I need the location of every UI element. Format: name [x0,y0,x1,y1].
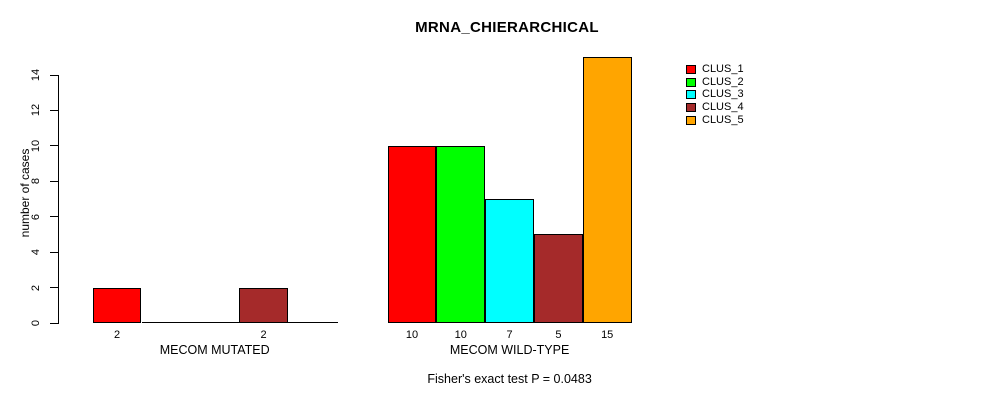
x-axis-label-mecom-mutated: MECOM MUTATED [159,343,270,357]
bar-clus-1-mecom-wild-type [387,145,437,323]
bar-value-label-clus-2-mecom-wild-type: 10 [454,329,467,341]
x-axis-label-mecom-wild-type: MECOM WILD-TYPE [449,343,570,357]
zero-bar-clus-2-mecom-mutated [141,322,192,323]
y-axis-tick-label-12: 12 [30,104,42,117]
legend-label-clus-4: CLUS_4 [702,101,744,114]
y-axis-label: number of cases [18,148,32,238]
y-axis-tick-10 [50,145,58,147]
bar-value-label-clus-3-mecom-wild-type: 7 [506,329,513,341]
y-axis-line [58,74,59,324]
bar-clus-4-mecom-wild-type [534,234,583,323]
chart-title: MRNA_CHIERARCHICAL [415,19,599,36]
bar-value-label-clus-1-mecom-wild-type: 10 [405,329,419,341]
legend-row-clus-3: CLUS_3 [686,89,744,102]
bar-value-label-clus-1-mecom-mutated: 2 [114,329,121,341]
legend: CLUS_1 CLUS_2 CLUS_3 CLUS_4 CLUS_5 [686,63,744,127]
y-axis-tick-0 [50,322,58,324]
y-axis-tick-2 [50,287,58,289]
legend-label-clus-2: CLUS_2 [702,75,744,88]
y-axis-tick-label-0: 0 [30,319,42,327]
bar-clus-1-mecom-mutated [92,287,142,323]
y-axis-tick-label-14: 14 [30,68,42,82]
y-axis-tick-14 [50,74,58,76]
legend-row-clus-5: CLUS_5 [686,114,744,127]
legend-swatch-clus-1 [686,64,696,74]
bar-clus-3-mecom-wild-type [485,199,534,323]
bar-value-label-clus-4-mecom-wild-type: 5 [555,329,562,341]
bar-clus-4-mecom-mutated [239,287,288,323]
y-axis-tick-8 [50,180,58,182]
y-axis-tick-label-4: 4 [30,249,42,256]
y-axis-tick-label-2: 2 [30,284,42,291]
y-axis-tick-4 [50,251,58,253]
y-axis-tick-6 [50,216,58,218]
y-axis-tick-12 [50,109,58,111]
legend-label-clus-1: CLUS_1 [702,62,744,75]
y-axis-tick-label-10: 10 [30,139,42,152]
legend-swatch-clus-5 [686,115,696,125]
bar-value-label-clus-5-mecom-wild-type: 15 [601,329,614,341]
bar-clus-2-mecom-wild-type [436,145,486,323]
legend-label-clus-3: CLUS_3 [702,88,744,101]
zero-bar-clus-3-mecom-mutated [190,322,241,323]
fisher-test-caption: Fisher's exact test P = 0.0483 [427,372,592,386]
zero-bar-clus-5-mecom-mutated [287,322,338,323]
legend-swatch-clus-3 [686,90,696,100]
legend-swatch-clus-2 [686,77,696,87]
legend-row-clus-2: CLUS_2 [686,76,744,89]
legend-row-clus-4: CLUS_4 [686,101,744,114]
legend-label-clus-5: CLUS_5 [702,113,744,126]
bar-value-label-clus-4-mecom-mutated: 2 [260,329,267,341]
legend-row-clus-1: CLUS_1 [686,63,744,76]
bar-clus-5-mecom-wild-type [582,57,632,323]
y-axis-tick-label-8: 8 [30,178,42,185]
legend-swatch-clus-4 [686,103,696,113]
y-axis-tick-label-6: 6 [30,213,42,220]
